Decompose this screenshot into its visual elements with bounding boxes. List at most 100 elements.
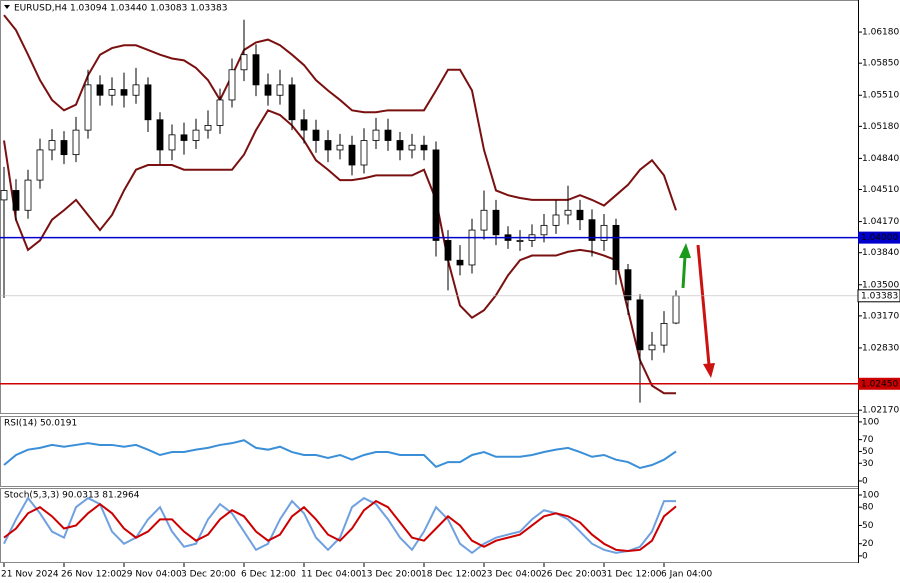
candle-body (108, 89, 116, 96)
x-tick-label: 26 Dec 20:00 (541, 570, 602, 580)
chart-title: EURUSD,H4 1.03094 1.03440 1.03083 1.0338… (14, 4, 227, 14)
candle-body (120, 89, 128, 96)
x-tick-label: 6 Jan 04:00 (661, 570, 713, 580)
red-arrow (696, 244, 715, 378)
y-tick-label: 20 (862, 539, 874, 549)
candle-body (216, 99, 224, 126)
y-tick-label: 1.06180 (862, 28, 899, 38)
candle-body (168, 134, 176, 151)
y-tick-label: 70 (862, 435, 874, 445)
y-tick-label: 100 (862, 417, 879, 427)
candle-body (132, 84, 140, 96)
candle-body (12, 190, 20, 211)
candle-body (624, 269, 632, 301)
candle-body (192, 129, 200, 141)
candle-body (540, 224, 548, 236)
candle-body (144, 84, 152, 121)
series-line (3, 14, 677, 211)
menu-arrow (4, 5, 10, 9)
y-tick-label: 1.02830 (862, 343, 899, 353)
candle-body (648, 344, 656, 351)
y-tick-label: 1.05180 (862, 122, 899, 132)
y-tick-label: 1.03840 (862, 248, 899, 258)
candle-body (264, 84, 272, 96)
candle-body (444, 240, 452, 261)
candle-body (576, 209, 584, 221)
y-tick-label: 1.03500 (862, 280, 899, 290)
candle-body (420, 144, 428, 151)
y-tick-label: 0 (862, 551, 868, 561)
y-tick-label: 1.04510 (862, 185, 899, 195)
candle-body (24, 179, 32, 211)
level-label: 1.02450 (861, 379, 898, 389)
candle-body (204, 125, 212, 131)
candle-body (324, 140, 332, 151)
x-tick-label: 3 Dec 20:00 (181, 570, 236, 580)
candle-body (336, 144, 344, 151)
candle-body (600, 224, 608, 241)
candle-body (252, 54, 260, 86)
x-tick-label: 11 Dec 04:00 (301, 570, 362, 580)
x-tick-label: 26 Nov 12:00 (61, 570, 122, 580)
candle-body (0, 190, 8, 201)
candle-body (72, 129, 80, 156)
rsi-title: RSI(14) 50.0191 (4, 419, 77, 429)
candle-body (564, 209, 572, 216)
candle-body (660, 323, 668, 346)
level-label-box (858, 231, 900, 244)
x-tick-label: 21 Nov 2024 (1, 570, 59, 580)
y-tick-label: 50 (862, 521, 874, 531)
stoch-title: Stoch(5,3,3) 90.0313 81.2964 (4, 491, 140, 501)
candle-body (612, 224, 620, 271)
y-tick-label: 1.05510 (862, 91, 899, 101)
candle-body (240, 54, 248, 71)
candle-body (456, 259, 464, 266)
series-line (3, 499, 677, 553)
candle-body (516, 240, 524, 242)
last-price-label: 1.03383 (861, 291, 898, 301)
candle-body (276, 84, 284, 96)
series-line (3, 439, 677, 470)
candle-body (288, 84, 296, 121)
x-tick-label: 31 Dec 12:00 (601, 570, 662, 580)
y-tick-label: 100 (862, 491, 879, 501)
y-tick-label: 80 (862, 503, 874, 513)
candle-body (432, 149, 440, 241)
x-tick-label: 6 Dec 12:00 (241, 570, 296, 580)
candle-body (588, 219, 596, 241)
candle-body (468, 229, 476, 266)
y-tick-label: 50 (862, 447, 874, 457)
candle-body (552, 214, 560, 226)
level-label: 1.04000 (861, 233, 898, 243)
candle-body (228, 69, 236, 101)
green-arrow (679, 243, 691, 289)
candle-body (672, 295, 680, 324)
y-tick-label: 1.02170 (862, 406, 899, 416)
y-tick-label: 30 (862, 459, 874, 469)
x-tick-label: 13 Dec 20:00 (361, 570, 422, 580)
x-tick-label: 29 Nov 04:00 (121, 570, 182, 580)
x-tick-label: 18 Dec 12:00 (421, 570, 482, 580)
candle-body (408, 144, 416, 151)
candle-body (180, 134, 188, 141)
y-tick-label: 1.04170 (862, 217, 899, 227)
candle-body (60, 140, 68, 156)
candle-body (156, 119, 164, 151)
candle-body (312, 129, 320, 141)
candle-body (48, 140, 56, 151)
y-tick-label: 1.03170 (862, 311, 899, 321)
candle-body (36, 149, 44, 181)
series-line (3, 109, 676, 395)
x-tick-label: 23 Dec 04:00 (481, 570, 542, 580)
candle-body (300, 119, 308, 131)
candle-body (372, 129, 380, 141)
candle-body (348, 144, 356, 166)
candle-body (384, 129, 392, 141)
y-tick-label: 0 (862, 476, 868, 486)
candle-body (636, 299, 644, 351)
y-tick-label: 1.04840 (862, 154, 899, 164)
level-label-box (858, 377, 900, 390)
candle-body (360, 140, 368, 166)
candle-body (480, 209, 488, 231)
